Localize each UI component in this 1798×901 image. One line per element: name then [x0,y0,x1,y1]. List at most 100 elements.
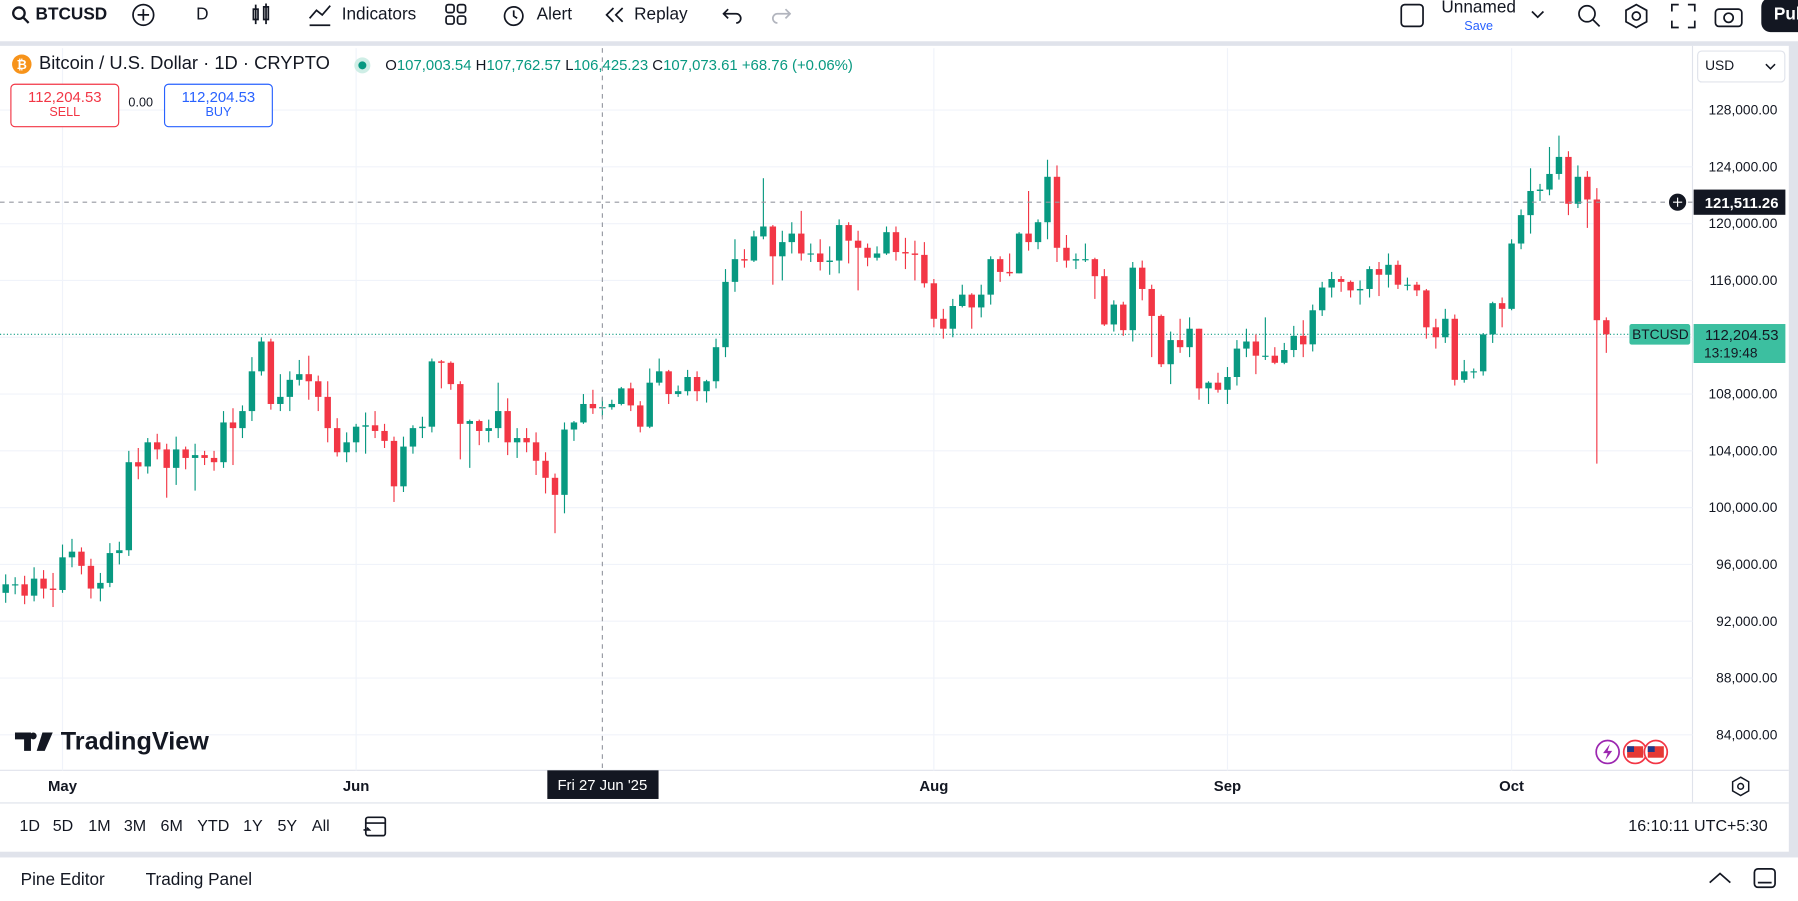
alert-button[interactable]: Alert [536,4,573,25]
candle-body [561,429,568,495]
candle-body [1044,176,1051,223]
interval-button[interactable]: D [196,4,209,25]
candle-body [229,422,237,429]
range-button[interactable]: 5Y [277,816,298,835]
layout-name[interactable]: Unnamed [1441,0,1516,18]
buy-label: BUY [205,105,232,120]
candle-body [826,260,833,262]
candle-body [362,425,369,427]
candle-body [1281,350,1288,363]
candle-body [627,388,634,406]
publish-button[interactable]: Pub [1773,4,1798,25]
currency-select[interactable]: USD [1697,50,1786,83]
range-button[interactable]: 3M [123,816,147,835]
range-button[interactable]: 1Y [243,816,263,835]
alert-icon[interactable] [501,2,529,30]
maximize[interactable] [1752,867,1777,892]
watermark: TradingView [60,726,209,756]
candle-body [1214,382,1222,390]
candle-body [1053,176,1061,248]
add-symbol[interactable] [131,2,156,27]
y-tick-label: 128,000.00 [1709,103,1778,118]
candle-body [1413,284,1421,291]
bottom-tab[interactable]: Pine Editor [20,870,105,890]
c-label: C [652,56,664,74]
quick-search[interactable] [1576,2,1604,30]
range-button[interactable]: 6M [160,816,183,835]
candle-body [1404,284,1411,286]
undo[interactable] [722,6,743,24]
date-range-icon[interactable] [362,814,387,839]
snapshot[interactable] [1714,3,1744,28]
indicators-button[interactable]: Indicators [341,4,417,25]
candle-body [580,403,587,423]
candle-body [1252,341,1260,356]
candle-body [551,477,559,495]
candle-body [902,252,909,254]
candle-body [570,422,578,430]
range-button[interactable]: 1M [88,816,111,835]
symbol-button[interactable]: BTCUSD [35,4,108,25]
candle-body [409,428,417,447]
candle-body [30,578,38,596]
candle-body [1498,303,1506,309]
market-status [354,57,371,74]
candle-body [788,233,796,243]
save-button[interactable]: Save [1464,19,1494,34]
candle-body [1271,355,1279,363]
publish-bg[interactable] [1761,0,1798,33]
crosshair-price-box [1693,189,1786,215]
buy-button[interactable]: 112,204.53 BUY [163,83,273,128]
settings[interactable] [1623,2,1651,30]
candle-body [940,318,947,329]
fullscreen[interactable] [1670,3,1696,29]
candle-body [1262,355,1269,357]
range-button[interactable]: All [311,816,330,835]
candle-body [210,457,218,463]
candle-body [665,371,672,395]
search-icon[interactable] [11,6,30,24]
candle-body [1461,371,1468,380]
candle-body [2,584,9,593]
candle-body [1356,288,1364,291]
sell-button[interactable]: 112,204.53 SELL [10,83,120,128]
candle-body [911,253,919,255]
candle-body [59,557,66,590]
candle-body [949,306,957,329]
candle-body [1139,267,1146,289]
y-tick-label: 116,000.00 [1710,273,1778,288]
replay-icon[interactable] [603,5,626,26]
symbol-tag-label: BTCUSD [1632,327,1689,342]
candle-body [21,584,28,596]
candle-body [163,449,170,468]
y-tick-label: 96,000.00 [1716,557,1778,572]
candle-body [722,281,729,348]
candle-body [1489,303,1496,335]
candle-body [1508,243,1515,309]
candle-body [1451,318,1458,380]
range-button[interactable]: 1D [19,816,41,835]
range-button[interactable]: YTD [197,816,230,835]
candle-body [1015,233,1023,274]
indicators-icon[interactable] [307,2,332,27]
candle-body [466,421,473,424]
axis-settings[interactable] [1730,776,1751,797]
candle-body [201,455,208,458]
collapse[interactable] [1709,871,1732,885]
layout-menu[interactable] [1531,9,1545,20]
templates-icon[interactable] [445,3,468,26]
replay-button[interactable]: Replay [634,4,688,25]
range-button[interactable]: 5D [52,816,74,835]
chart-type[interactable] [250,3,273,26]
bottom-tab[interactable]: Trading Panel [145,870,253,890]
candle-body [428,361,436,427]
y-tick-label: 88,000.00 [1716,671,1778,686]
redo[interactable] [771,6,792,24]
candle-body [352,426,360,443]
candle-body [978,294,985,308]
candle-body [513,438,521,443]
candle-body [873,253,881,258]
layout-icon[interactable] [1400,3,1425,28]
